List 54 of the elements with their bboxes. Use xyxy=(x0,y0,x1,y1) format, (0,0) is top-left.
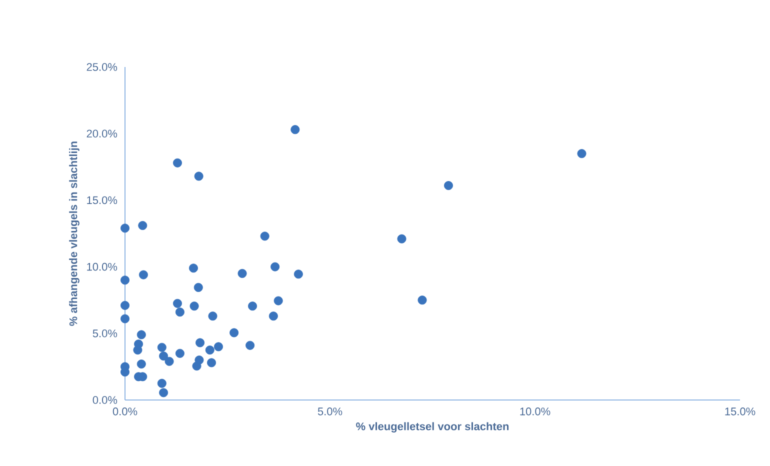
point xyxy=(397,234,406,244)
point xyxy=(164,356,174,366)
x-tick-label: 10.0% xyxy=(520,408,550,416)
y-tick-label: 10.0% xyxy=(87,262,118,271)
point xyxy=(120,300,130,310)
point xyxy=(268,312,278,321)
point xyxy=(238,268,247,278)
point xyxy=(214,342,223,352)
y-axis-title: % afhangende vleugels in slachtlijn xyxy=(69,142,80,326)
point xyxy=(172,158,182,168)
point xyxy=(444,181,453,190)
point xyxy=(157,342,166,352)
point xyxy=(133,346,142,355)
point xyxy=(138,221,148,230)
point xyxy=(294,270,303,279)
point xyxy=(159,352,168,361)
point xyxy=(418,296,427,305)
point xyxy=(138,270,148,280)
point xyxy=(175,308,184,317)
point xyxy=(577,149,586,158)
point xyxy=(120,276,130,285)
point xyxy=(290,125,300,134)
point xyxy=(274,296,283,306)
point xyxy=(136,360,146,369)
point xyxy=(208,312,218,321)
point xyxy=(205,346,214,355)
x-axis-title: % vleugelletsel voor slachten xyxy=(356,422,509,432)
y-tick-label: 5.0% xyxy=(92,330,118,338)
x-tick-label: 5.0% xyxy=(318,408,342,416)
point xyxy=(270,262,280,272)
point xyxy=(194,282,203,292)
x-tick-label: 0.0% xyxy=(112,408,138,416)
point xyxy=(248,302,258,311)
point xyxy=(175,348,184,358)
point xyxy=(157,378,166,388)
point xyxy=(196,338,205,348)
y-tick-label: 20.0% xyxy=(86,130,118,138)
point xyxy=(194,172,204,181)
point xyxy=(159,388,168,398)
point xyxy=(260,232,270,241)
point xyxy=(190,302,199,311)
point xyxy=(207,358,216,368)
y-tick-label: 15.0% xyxy=(87,196,118,204)
y-tick-label: 0.0% xyxy=(92,396,118,404)
point xyxy=(188,264,198,273)
point xyxy=(246,340,255,350)
point xyxy=(230,328,239,338)
point xyxy=(192,362,202,371)
point xyxy=(136,330,146,340)
point xyxy=(120,314,130,324)
point xyxy=(172,298,182,308)
y-tick-label: 25.0% xyxy=(86,63,118,71)
x-tick-label: 15.0% xyxy=(725,408,756,416)
point xyxy=(120,224,130,233)
